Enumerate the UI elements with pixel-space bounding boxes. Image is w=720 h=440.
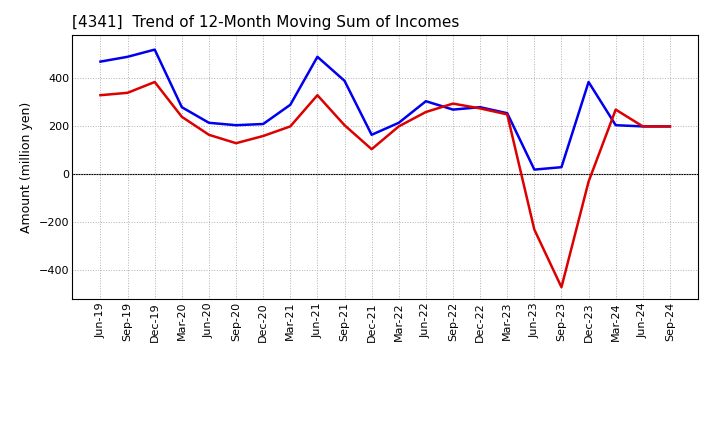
- Net Income: [665, 124, 674, 129]
- Net Income: [476, 106, 485, 111]
- Ordinary Income: [665, 124, 674, 129]
- Net Income: [584, 179, 593, 184]
- Y-axis label: Amount (million yen): Amount (million yen): [20, 102, 33, 233]
- Net Income: [341, 123, 349, 128]
- Ordinary Income: [123, 54, 132, 59]
- Net Income: [286, 124, 294, 129]
- Ordinary Income: [503, 110, 511, 116]
- Net Income: [530, 227, 539, 232]
- Net Income: [259, 133, 268, 139]
- Ordinary Income: [259, 121, 268, 127]
- Net Income: [367, 147, 376, 152]
- Net Income: [639, 124, 647, 129]
- Ordinary Income: [421, 99, 430, 104]
- Net Income: [395, 124, 403, 129]
- Ordinary Income: [204, 120, 213, 125]
- Ordinary Income: [530, 167, 539, 172]
- Net Income: [96, 92, 105, 98]
- Net Income: [313, 92, 322, 98]
- Ordinary Income: [476, 105, 485, 110]
- Ordinary Income: [341, 78, 349, 84]
- Line: Ordinary Income: Ordinary Income: [101, 50, 670, 169]
- Net Income: [421, 110, 430, 115]
- Ordinary Income: [584, 79, 593, 84]
- Ordinary Income: [611, 123, 620, 128]
- Ordinary Income: [395, 120, 403, 125]
- Ordinary Income: [96, 59, 105, 64]
- Ordinary Income: [367, 132, 376, 137]
- Line: Net Income: Net Income: [101, 82, 670, 287]
- Net Income: [178, 114, 186, 119]
- Ordinary Income: [313, 54, 322, 59]
- Ordinary Income: [232, 123, 240, 128]
- Ordinary Income: [150, 47, 159, 52]
- Ordinary Income: [178, 105, 186, 110]
- Text: [4341]  Trend of 12-Month Moving Sum of Incomes: [4341] Trend of 12-Month Moving Sum of I…: [72, 15, 459, 30]
- Ordinary Income: [449, 107, 457, 112]
- Net Income: [204, 132, 213, 137]
- Ordinary Income: [557, 165, 566, 170]
- Net Income: [503, 112, 511, 117]
- Net Income: [557, 285, 566, 290]
- Ordinary Income: [639, 124, 647, 129]
- Net Income: [611, 107, 620, 112]
- Net Income: [449, 101, 457, 106]
- Net Income: [232, 140, 240, 146]
- Ordinary Income: [286, 102, 294, 107]
- Net Income: [150, 79, 159, 84]
- Net Income: [123, 90, 132, 95]
